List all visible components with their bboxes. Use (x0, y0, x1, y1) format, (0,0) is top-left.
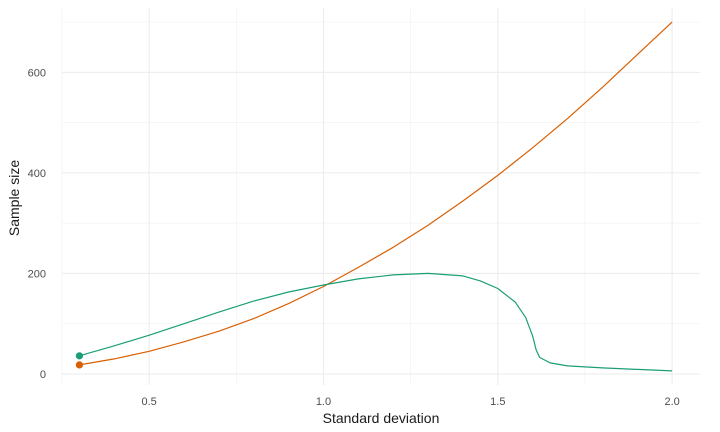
x-tick-label: 1.0 (316, 396, 331, 408)
y-tick-label: 400 (28, 168, 46, 180)
gridlines (61, 8, 700, 385)
x-axis-title: Standard deviation (323, 410, 440, 426)
y-tick-label: 0 (40, 369, 46, 381)
series-start-point-2 (75, 352, 84, 360)
x-tick-label: 2.0 (664, 396, 679, 408)
tick-labels: 0.5 1.0 1.5 2.0 0 200 400 600 (28, 67, 680, 408)
x-tick-label: 1.5 (490, 396, 505, 408)
series-line-2 (79, 272, 673, 372)
series-line-1 (79, 21, 673, 366)
y-axis-title: Sample size (6, 160, 22, 236)
y-tick-label: 200 (28, 268, 46, 280)
x-tick-label: 0.5 (142, 396, 157, 408)
y-tick-label: 600 (28, 67, 46, 79)
marker-layer (75, 352, 84, 369)
series-layer (79, 21, 673, 372)
series-start-point-1 (75, 361, 84, 369)
